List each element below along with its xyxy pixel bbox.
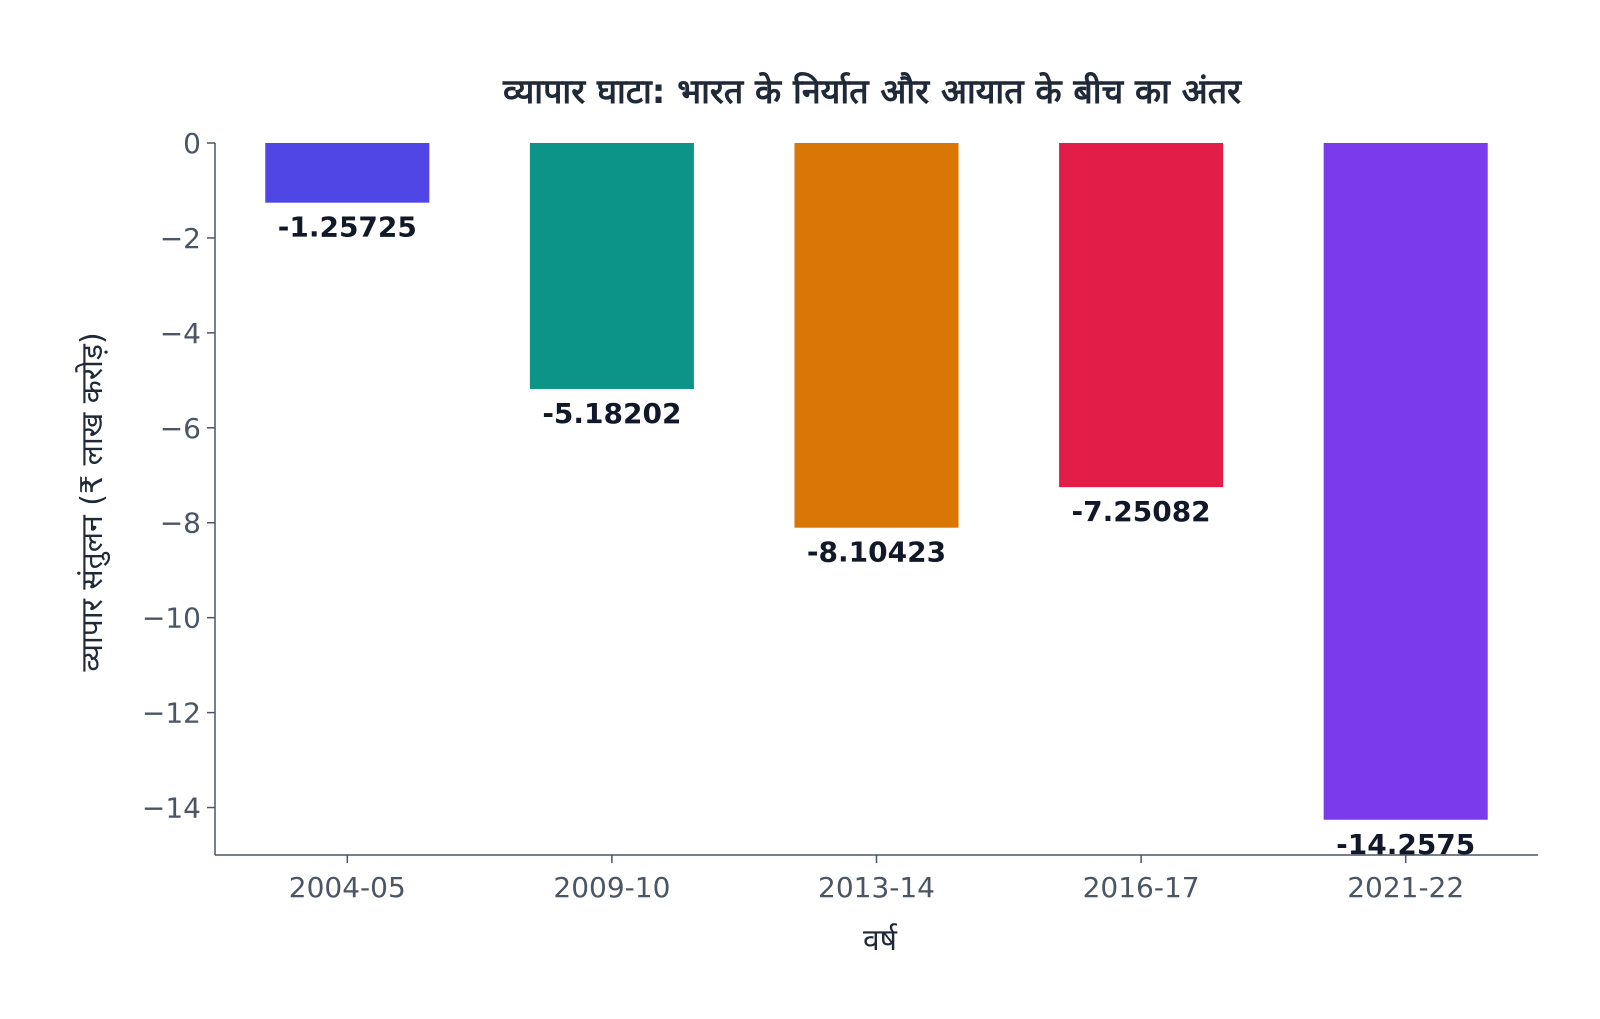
data-label: -14.2575 bbox=[1336, 828, 1475, 861]
bar bbox=[529, 143, 694, 389]
x-axis-title: वर्ष bbox=[863, 923, 898, 958]
y-axis-title: व्यापार संतुलन (₹ लाख करोड़) bbox=[75, 332, 111, 671]
data-labels: -1.25725 -5.18202 -8.10423 -7.25082 -14.2575 bbox=[278, 211, 1476, 861]
y-tick-label: −14 bbox=[142, 792, 201, 825]
x-tick-label: 2013-14 bbox=[818, 871, 935, 904]
data-label: -7.25082 bbox=[1072, 495, 1211, 528]
y-tick-label: −10 bbox=[142, 602, 201, 635]
x-tick-label: 2004-05 bbox=[289, 871, 406, 904]
y-tick-label: −4 bbox=[160, 317, 201, 350]
x-tick-label: 2009-10 bbox=[553, 871, 670, 904]
y-tick-label: −12 bbox=[142, 697, 201, 730]
x-tick-label: 2016-17 bbox=[1083, 871, 1200, 904]
y-tick-label: −2 bbox=[160, 222, 201, 255]
data-label: -5.18202 bbox=[542, 397, 681, 430]
y-tick-label: −6 bbox=[160, 412, 201, 445]
y-axis: 0 −2 −4 −6 −8 −10 −12 −14 bbox=[142, 127, 216, 855]
y-tick-label: 0 bbox=[183, 127, 201, 160]
bar bbox=[1323, 143, 1488, 820]
bar bbox=[794, 143, 959, 528]
x-axis: 2004-05 2009-10 2013-14 2016-17 2021-22 bbox=[215, 854, 1538, 904]
data-label: -1.25725 bbox=[278, 211, 417, 244]
bar bbox=[1059, 143, 1224, 488]
bar bbox=[265, 143, 430, 203]
chart-title: व्यापार घाटा: भारत के निर्यात और आयात के… bbox=[502, 71, 1242, 112]
y-tick-label: −8 bbox=[160, 507, 201, 540]
data-label: -8.10423 bbox=[807, 536, 946, 569]
bars bbox=[265, 143, 1488, 820]
x-tick-label: 2021-22 bbox=[1347, 871, 1464, 904]
